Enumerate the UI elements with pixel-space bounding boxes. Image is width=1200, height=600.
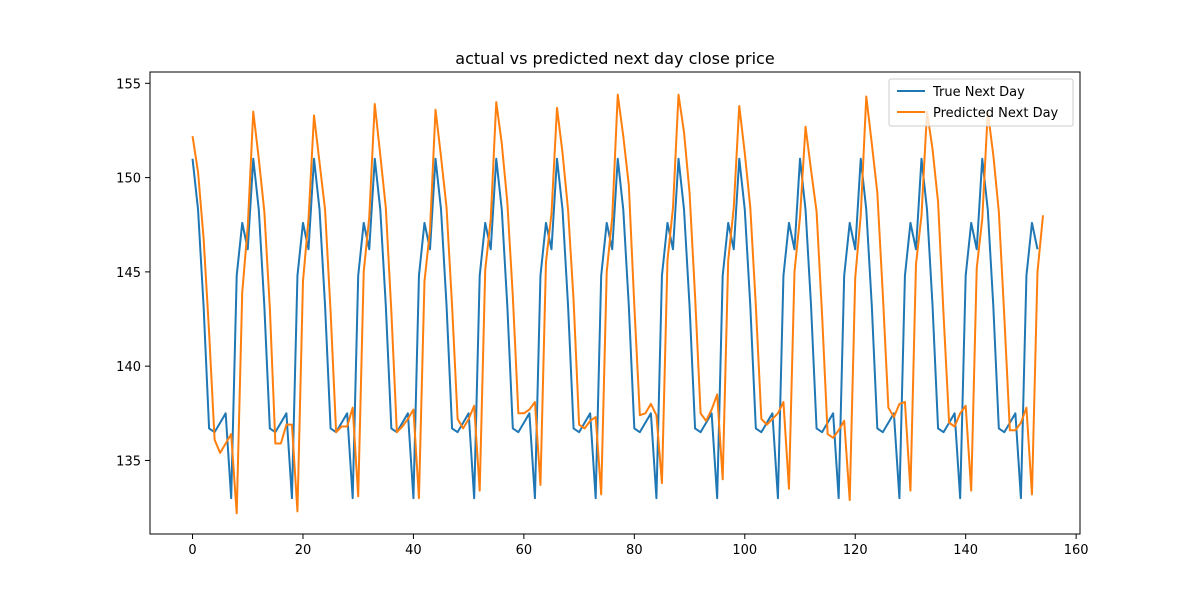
x-tick-label: 140	[953, 543, 978, 558]
x-tick-label: 120	[843, 543, 868, 558]
x-tick-label: 0	[188, 543, 196, 558]
y-tick-label: 155	[116, 77, 141, 92]
x-tick-label: 100	[732, 543, 757, 558]
series-line-predicted-next-day	[191, 93, 1044, 515]
chart-title: actual vs predicted next day close price	[455, 49, 774, 68]
x-tick-label: 40	[405, 543, 422, 558]
x-tick-label: 160	[1064, 543, 1089, 558]
series-layer	[191, 93, 1044, 515]
legend-box	[888, 78, 1074, 127]
x-tick-label: 20	[295, 543, 312, 558]
y-tick-label: 150	[116, 172, 141, 187]
y-tick-label: 140	[116, 360, 141, 375]
legend-label-true: True Next Day	[932, 85, 1025, 100]
y-tick-label: 135	[116, 454, 141, 469]
series-line-true-next-day	[191, 157, 1039, 500]
x-tick-label: 80	[626, 543, 643, 558]
plot-frame	[149, 71, 1081, 535]
y-tick-label: 145	[116, 266, 141, 281]
legend-label-predicted: Predicted Next Day	[933, 106, 1059, 121]
legend: True Next Day Predicted Next Day	[888, 78, 1074, 127]
x-axis: 0 20 40 60 80 100 120 140 160	[188, 534, 1089, 558]
x-tick-label: 60	[516, 543, 533, 558]
y-axis: 135 140 145 150 155	[116, 77, 150, 469]
